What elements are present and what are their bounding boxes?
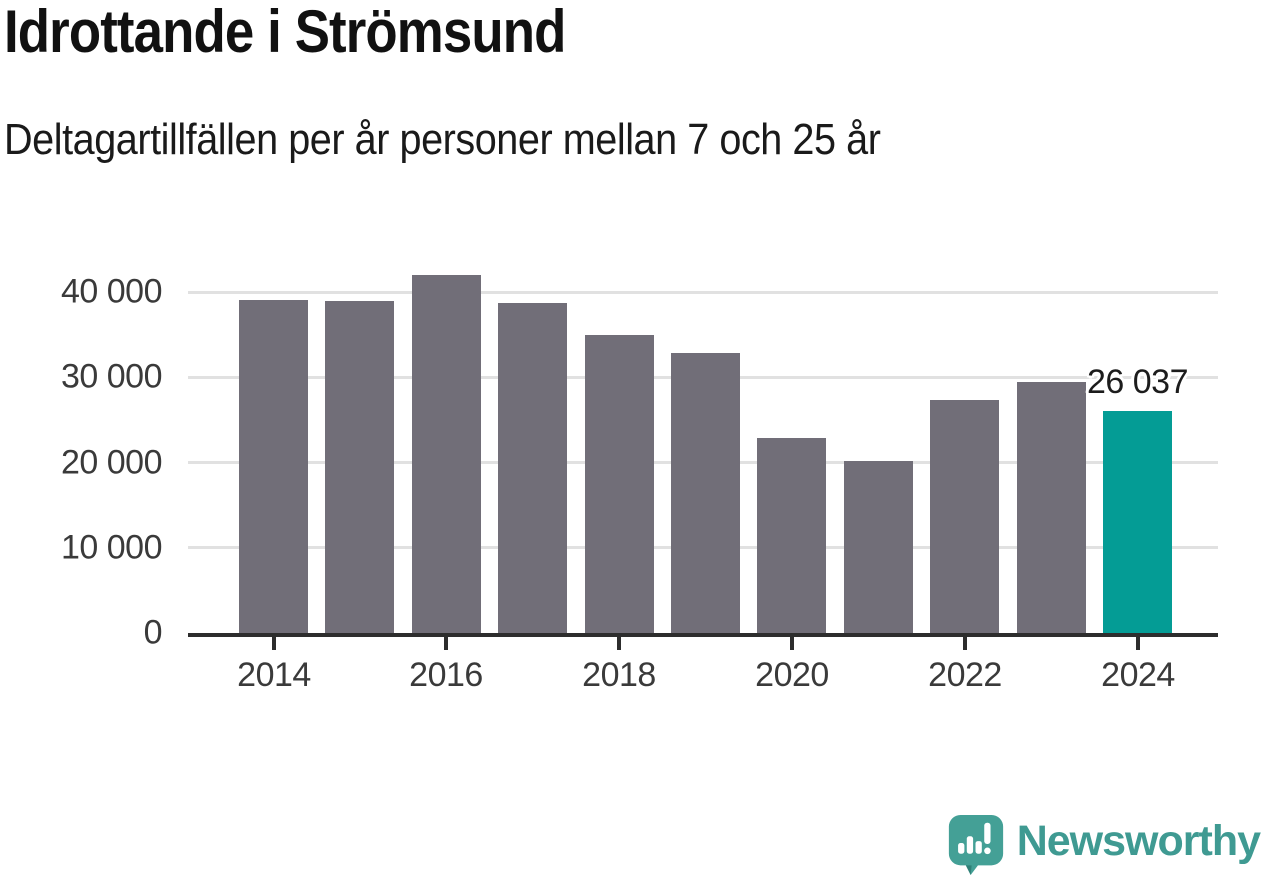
bar-2021	[844, 461, 913, 633]
x-tick-2014	[272, 637, 276, 650]
bar-2018	[585, 335, 654, 633]
bar-2020	[757, 438, 826, 633]
plot-area: 2014 2016 2018 2020 2022 2024 26 037	[188, 250, 1218, 694]
x-label-2024: 2024	[1101, 656, 1175, 694]
y-label-20000: 20 000	[61, 443, 163, 481]
x-label-2016: 2016	[409, 656, 483, 694]
bar-2014	[239, 300, 308, 633]
bar-2022	[930, 400, 999, 633]
x-label-2014: 2014	[237, 656, 311, 694]
y-label-10000: 10 000	[61, 528, 163, 567]
y-axis-labels: 0 10 000 20 000 30 000 40 000	[0, 250, 163, 652]
brand-footer: Newsworthy	[945, 813, 1261, 875]
bar-2015	[325, 301, 394, 633]
x-tick-2016	[444, 637, 448, 650]
x-label-2020: 2020	[755, 656, 829, 694]
bar-2017	[498, 303, 567, 633]
x-tick-2018	[617, 637, 621, 650]
x-axis-line	[188, 633, 1218, 637]
highlight-value-label: 26 037	[1087, 363, 1189, 401]
x-tick-2024	[1136, 637, 1140, 650]
x-tick-2020	[790, 637, 794, 650]
bar-2023	[1017, 382, 1086, 633]
gridline-40000	[188, 290, 1218, 294]
x-label-2022: 2022	[928, 656, 1002, 694]
chart-title: Idrottande i Strömsund	[4, 0, 566, 65]
y-label-40000: 40 000	[61, 272, 163, 311]
x-tick-2022	[963, 637, 967, 650]
bar-2024	[1103, 411, 1172, 633]
brand-name: Newsworthy	[1016, 816, 1261, 865]
newsworthy-logo-icon	[948, 814, 1003, 875]
y-label-0: 0	[143, 613, 163, 652]
chart-subtitle: Deltagartillfällen per år personer mella…	[4, 115, 881, 164]
bar-2019	[671, 353, 740, 633]
x-label-2018: 2018	[582, 656, 656, 694]
y-label-30000: 30 000	[61, 357, 163, 396]
bar-2016	[412, 275, 481, 633]
